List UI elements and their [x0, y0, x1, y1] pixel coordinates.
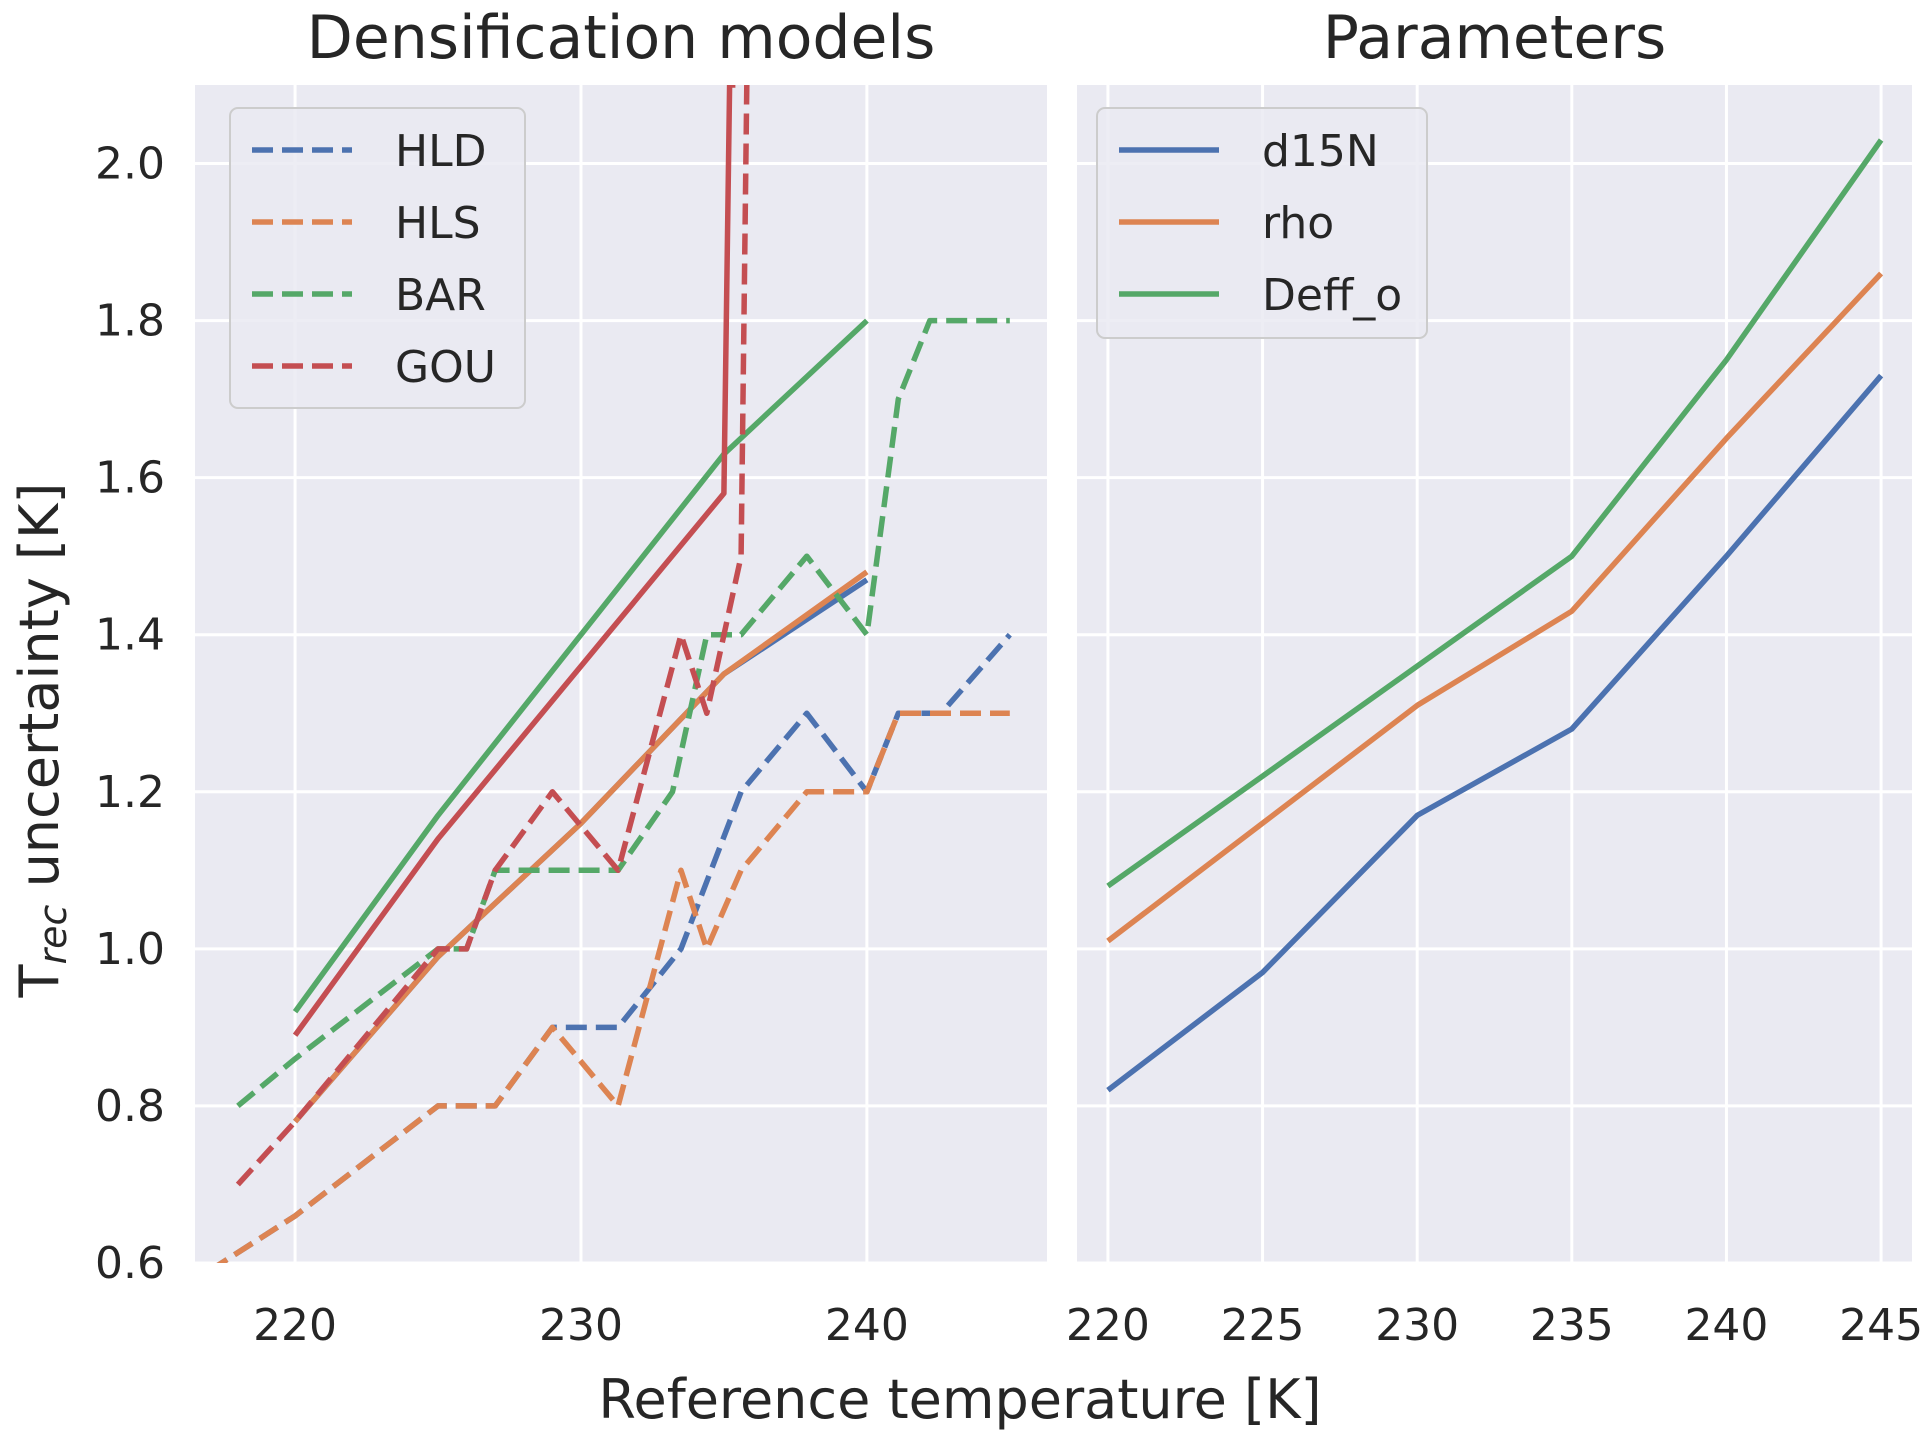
y-tick-label: 2.0: [95, 139, 165, 190]
panel-title: Densification models: [307, 3, 936, 73]
legend-label-d15n: d15N: [1262, 126, 1379, 177]
series-group: [216, 85, 1012, 1263]
y-tick-label: 0.6: [95, 1238, 165, 1289]
parameters-panel: 220 225 230 235 240 245 Parameters d15N rho Deff_…: [1066, 3, 1920, 1351]
x-tick-label: 225: [1221, 1300, 1305, 1351]
unlabeled-1-solid-line: [292, 85, 736, 1037]
unlabeled-0-solid-line: [292, 318, 869, 1014]
legend: d15N rho Deff_o: [1096, 107, 1428, 339]
x-tick-label: 220: [253, 1300, 337, 1351]
x-tick-label: 240: [1684, 1300, 1768, 1351]
legend-label-bar: BAR: [395, 270, 486, 321]
legend-label-gou: GOU: [395, 342, 496, 393]
y-tick-label: 1.4: [95, 610, 165, 661]
series-group: [1106, 138, 1884, 1093]
deff-o-solid-line: [1106, 138, 1884, 889]
x-tick-label: 230: [539, 1300, 623, 1351]
y-axis-label: Trec uncertainty [K]: [8, 483, 75, 999]
panel-title: Parameters: [1323, 3, 1666, 73]
rho-solid-line: [1106, 271, 1884, 944]
x-tick-label: 230: [1375, 1300, 1459, 1351]
legend-label-rho: rho: [1262, 198, 1334, 249]
bar-dashed-line: [236, 317, 1010, 1109]
x-tick-label: 220: [1066, 1300, 1150, 1351]
hls-dashed-line: [216, 710, 1010, 1263]
y-tick-label: 1.0: [95, 924, 165, 975]
y-tick-label: 0.8: [95, 1081, 165, 1132]
x-axis-label: Reference temperature [K]: [598, 1368, 1321, 1431]
d15n-solid-line: [1106, 373, 1884, 1093]
legend-label-deff-o: Deff_o: [1262, 270, 1402, 321]
densification-models-panel: 220 230 240 0.6 0.8 1.0 1.2 1.4 1.6 1.8 2.0 Densifi…: [95, 3, 1047, 1351]
legend: HLD HLS BAR GOU: [229, 107, 526, 409]
legend-label-hls: HLS: [395, 198, 481, 249]
gou-dashed-line: [235, 85, 753, 1187]
y-tick-label: 1.2: [95, 767, 165, 818]
y-tick-label: 1.8: [95, 296, 165, 347]
x-tick-label: 240: [825, 1300, 909, 1351]
legend-frame: [1096, 107, 1428, 339]
legend-frame: [229, 107, 526, 409]
x-tick-label: 235: [1530, 1300, 1614, 1351]
legend-label-hld: HLD: [395, 126, 486, 177]
y-tick-label: 1.6: [95, 453, 165, 504]
x-tick-label: 245: [1839, 1300, 1920, 1351]
